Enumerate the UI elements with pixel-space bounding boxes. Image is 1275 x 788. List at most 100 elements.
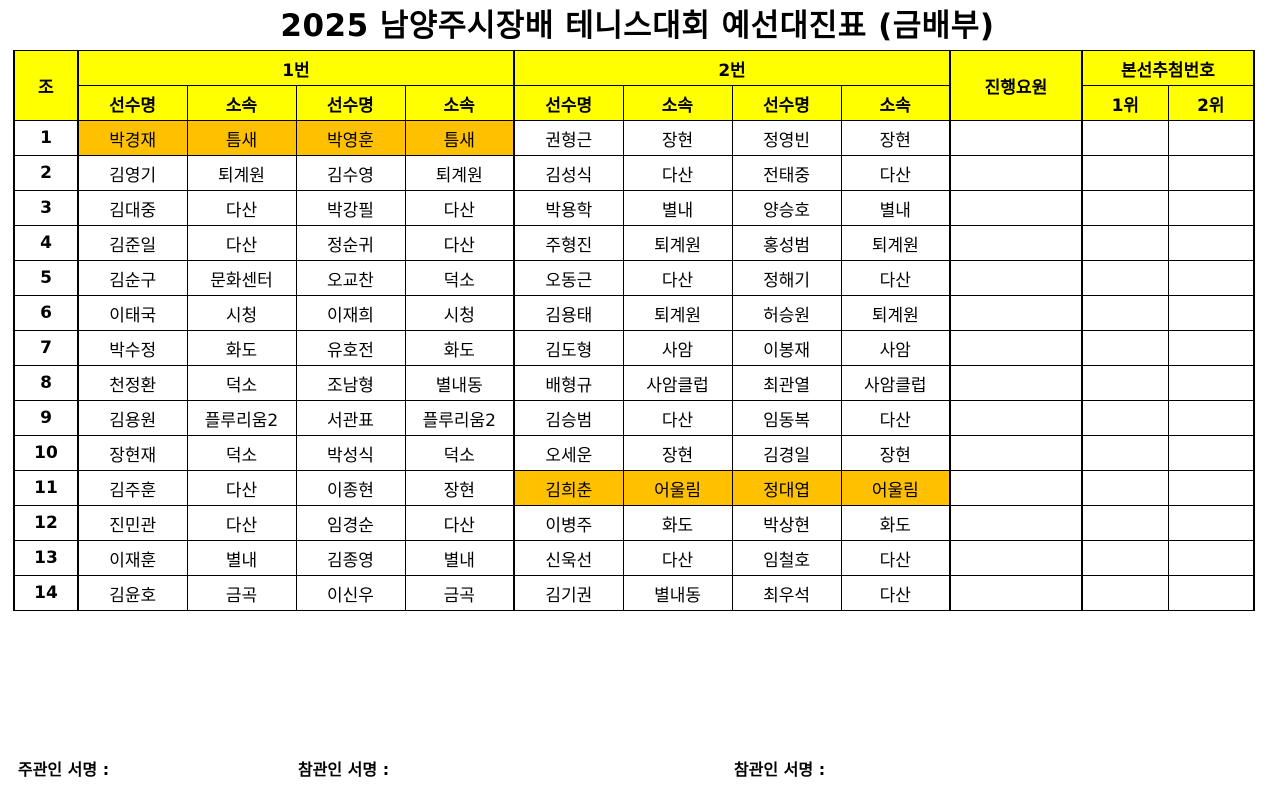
staff-cell[interactable] xyxy=(949,260,1084,296)
affiliation-cell: 플루리움2 xyxy=(404,400,516,436)
group-number: 4 xyxy=(13,225,79,261)
staff-cell[interactable] xyxy=(949,330,1084,366)
affiliation-cell: 화도 xyxy=(186,330,297,366)
affiliation-cell: 다산 xyxy=(840,400,952,436)
rank-1-cell[interactable] xyxy=(1081,575,1169,611)
rank-2-cell[interactable] xyxy=(1167,505,1256,541)
staff-cell[interactable] xyxy=(949,190,1084,226)
player-name-cell: 박영훈 xyxy=(295,120,406,156)
rank-1-cell[interactable] xyxy=(1081,190,1169,226)
player-name-cell: 김도형 xyxy=(513,330,624,366)
affiliation-cell: 퇴계원 xyxy=(186,155,297,191)
affiliation-cell: 장현 xyxy=(840,120,952,156)
rank-2-cell[interactable] xyxy=(1167,470,1256,506)
rank-2-cell[interactable] xyxy=(1167,120,1256,156)
player-name-cell: 김종영 xyxy=(295,540,406,576)
rank-1-cell[interactable] xyxy=(1081,120,1169,156)
rank-2-cell[interactable] xyxy=(1167,365,1256,401)
player-name-cell: 허승원 xyxy=(731,295,842,331)
header-player-name: 선수명 xyxy=(731,85,842,121)
rank-2-cell[interactable] xyxy=(1167,295,1256,331)
rank-1-cell[interactable] xyxy=(1081,155,1169,191)
rank-2-cell[interactable] xyxy=(1167,575,1256,611)
affiliation-cell: 금곡 xyxy=(404,575,516,611)
player-name-cell: 김대중 xyxy=(77,190,188,226)
rank-1-cell[interactable] xyxy=(1081,330,1169,366)
table-row: 9 김용원 플루리움2 서관표 플루리움2 김승범 다산 임동복 다산 xyxy=(13,400,1256,436)
rank-1-cell[interactable] xyxy=(1081,470,1169,506)
rank-2-cell[interactable] xyxy=(1167,190,1256,226)
rank-2-cell[interactable] xyxy=(1167,435,1256,471)
affiliation-cell: 사암클럽 xyxy=(622,365,733,401)
affiliation-cell: 금곡 xyxy=(186,575,297,611)
rank-1-cell[interactable] xyxy=(1081,260,1169,296)
affiliation-cell: 화도 xyxy=(840,505,952,541)
rank-2-cell[interactable] xyxy=(1167,330,1256,366)
table-row: 13 이재훈 별내 김종영 별내 신욱선 다산 임철호 다산 xyxy=(13,540,1256,576)
affiliation-cell: 시청 xyxy=(186,295,297,331)
header-player-name: 선수명 xyxy=(513,85,624,121)
rank-2-cell[interactable] xyxy=(1167,260,1256,296)
affiliation-cell: 퇴계원 xyxy=(404,155,516,191)
staff-cell[interactable] xyxy=(949,365,1084,401)
staff-cell[interactable] xyxy=(949,225,1084,261)
affiliation-cell: 다산 xyxy=(840,540,952,576)
player-name-cell: 김성식 xyxy=(513,155,624,191)
staff-cell[interactable] xyxy=(949,575,1084,611)
rank-2-cell[interactable] xyxy=(1167,400,1256,436)
player-name-cell: 김희춘 xyxy=(513,470,624,506)
group-number: 7 xyxy=(13,330,79,366)
player-name-cell: 이봉재 xyxy=(731,330,842,366)
staff-cell[interactable] xyxy=(949,435,1084,471)
affiliation-cell: 다산 xyxy=(404,225,516,261)
player-name-cell: 박강필 xyxy=(295,190,406,226)
rank-2-cell[interactable] xyxy=(1167,155,1256,191)
player-name-cell: 김경일 xyxy=(731,435,842,471)
affiliation-cell: 장현 xyxy=(404,470,516,506)
affiliation-cell: 퇴계원 xyxy=(622,225,733,261)
affiliation-cell: 사암클럽 xyxy=(840,365,952,401)
rank-1-cell[interactable] xyxy=(1081,225,1169,261)
group-number: 3 xyxy=(13,190,79,226)
group-number: 12 xyxy=(13,505,79,541)
staff-cell[interactable] xyxy=(949,120,1084,156)
player-name-cell: 최관열 xyxy=(731,365,842,401)
staff-cell[interactable] xyxy=(949,505,1084,541)
group-number: 11 xyxy=(13,470,79,506)
player-name-cell: 정순귀 xyxy=(295,225,406,261)
rank-1-cell[interactable] xyxy=(1081,365,1169,401)
staff-cell[interactable] xyxy=(949,155,1084,191)
rank-2-cell[interactable] xyxy=(1167,225,1256,261)
player-name-cell: 천정환 xyxy=(77,365,188,401)
affiliation-cell: 어울림 xyxy=(840,470,952,506)
table-row: 10 장현재 덕소 박성식 덕소 오세운 장현 김경일 장현 xyxy=(13,435,1256,471)
player-name-cell: 이재희 xyxy=(295,295,406,331)
affiliation-cell: 퇴계원 xyxy=(622,295,733,331)
affiliation-cell: 다산 xyxy=(186,505,297,541)
player-name-cell: 전태중 xyxy=(731,155,842,191)
rank-1-cell[interactable] xyxy=(1081,435,1169,471)
rank-1-cell[interactable] xyxy=(1081,505,1169,541)
player-name-cell: 박경재 xyxy=(77,120,188,156)
player-name-cell: 박상현 xyxy=(731,505,842,541)
staff-cell[interactable] xyxy=(949,540,1084,576)
table-row: 11 김주훈 다산 이종현 장현 김희춘 어울림 정대엽 어울림 xyxy=(13,470,1256,506)
player-name-cell: 박용학 xyxy=(513,190,624,226)
staff-cell[interactable] xyxy=(949,470,1084,506)
rank-1-cell[interactable] xyxy=(1081,400,1169,436)
rank-1-cell[interactable] xyxy=(1081,540,1169,576)
group-number: 6 xyxy=(13,295,79,331)
table-row: 7 박수정 화도 유호전 화도 김도형 사암 이봉재 사암 xyxy=(13,330,1256,366)
header-player-name: 선수명 xyxy=(295,85,406,121)
player-name-cell: 오교찬 xyxy=(295,260,406,296)
affiliation-cell: 장현 xyxy=(622,435,733,471)
player-name-cell: 박수정 xyxy=(77,330,188,366)
rank-2-cell[interactable] xyxy=(1167,540,1256,576)
rank-1-cell[interactable] xyxy=(1081,295,1169,331)
staff-cell[interactable] xyxy=(949,400,1084,436)
staff-cell[interactable] xyxy=(949,295,1084,331)
player-name-cell: 박성식 xyxy=(295,435,406,471)
player-name-cell: 이병주 xyxy=(513,505,624,541)
affiliation-cell: 별내동 xyxy=(622,575,733,611)
group-number: 2 xyxy=(13,155,79,191)
